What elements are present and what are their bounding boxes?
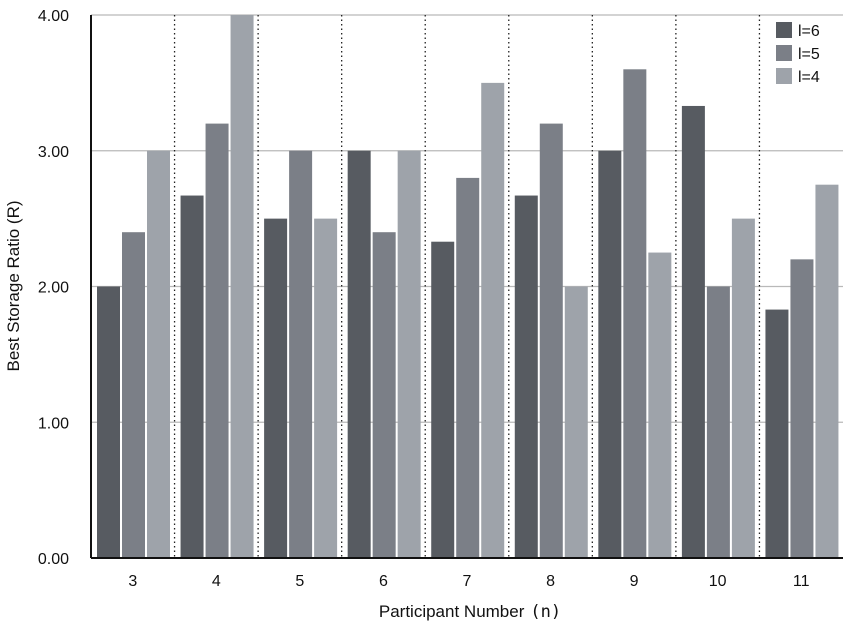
bar-l4-n9 bbox=[648, 252, 672, 558]
bar-l6-n8 bbox=[514, 195, 538, 559]
bar-l6-n10 bbox=[681, 105, 705, 558]
bar-l5-n6 bbox=[372, 232, 396, 558]
x-tick-label: 5 bbox=[295, 573, 304, 590]
x-tick-label: 11 bbox=[793, 573, 810, 590]
y-tick-label: 2.00 bbox=[38, 280, 69, 297]
bar-l4-n5 bbox=[314, 218, 338, 558]
bar-l6-n3 bbox=[97, 286, 120, 558]
bar-l4-n3 bbox=[147, 150, 170, 558]
x-tick-label: 6 bbox=[379, 573, 388, 590]
axes-layer bbox=[90, 15, 843, 559]
y-axis-title: Best Storage Ratio (R) bbox=[4, 200, 23, 371]
legend-swatch bbox=[776, 22, 792, 38]
bar-l4-n7 bbox=[481, 82, 505, 558]
bar-l6-n11 bbox=[765, 309, 789, 558]
x-axis-title: Participant Number (n) bbox=[379, 602, 561, 622]
bar-l6-n6 bbox=[347, 150, 371, 558]
bar-l4-n8 bbox=[564, 286, 588, 558]
x-tick-label: 7 bbox=[463, 573, 472, 590]
bar-l5-n3 bbox=[122, 232, 145, 558]
legend-label: l=4 bbox=[798, 69, 820, 86]
x-tick-label: 4 bbox=[212, 573, 221, 590]
x-axis-title-symbol: (n) bbox=[530, 602, 561, 622]
bar-l5-n8 bbox=[539, 123, 563, 558]
y-tick-label: 3.00 bbox=[38, 144, 69, 161]
bar-l4-n6 bbox=[397, 150, 421, 558]
x-tick-label: 3 bbox=[128, 573, 137, 590]
x-axis-title-text: Participant Number bbox=[379, 602, 525, 621]
bar-l5-n4 bbox=[205, 123, 229, 558]
legend-label: l=6 bbox=[798, 23, 820, 40]
legend: l=6 l=5 l=4 bbox=[776, 22, 820, 86]
legend-swatch bbox=[776, 45, 792, 61]
y-tick-label: 0.00 bbox=[38, 551, 69, 568]
y-tick-label: 1.00 bbox=[38, 415, 69, 432]
bar-l6-n5 bbox=[264, 218, 288, 558]
x-tick-label: 10 bbox=[709, 573, 727, 590]
x-tick-label: 9 bbox=[630, 573, 639, 590]
legend-swatch bbox=[776, 68, 792, 84]
bar-l5-n10 bbox=[706, 286, 730, 558]
ticks-layer: 0.00 1.00 2.00 3.00 4.00 3 4 5 6 7 8 9 10 11 bbox=[38, 8, 810, 590]
bars-layer bbox=[97, 15, 839, 559]
bar-l5-n9 bbox=[623, 69, 647, 559]
bar-l6-n4 bbox=[180, 195, 204, 559]
bar-l5-n5 bbox=[289, 150, 313, 558]
bar-l5-n7 bbox=[456, 177, 480, 558]
y-tick-label: 4.00 bbox=[38, 8, 69, 25]
legend-label: l=5 bbox=[798, 46, 820, 63]
bar-l4-n10 bbox=[731, 218, 755, 558]
bar-l4-n11 bbox=[815, 184, 839, 558]
bar-l4-n4 bbox=[230, 15, 254, 558]
bar-l6-n7 bbox=[431, 241, 455, 558]
bar-l6-n9 bbox=[598, 150, 622, 558]
bar-l5-n11 bbox=[790, 259, 814, 558]
x-tick-label: 8 bbox=[546, 573, 555, 590]
